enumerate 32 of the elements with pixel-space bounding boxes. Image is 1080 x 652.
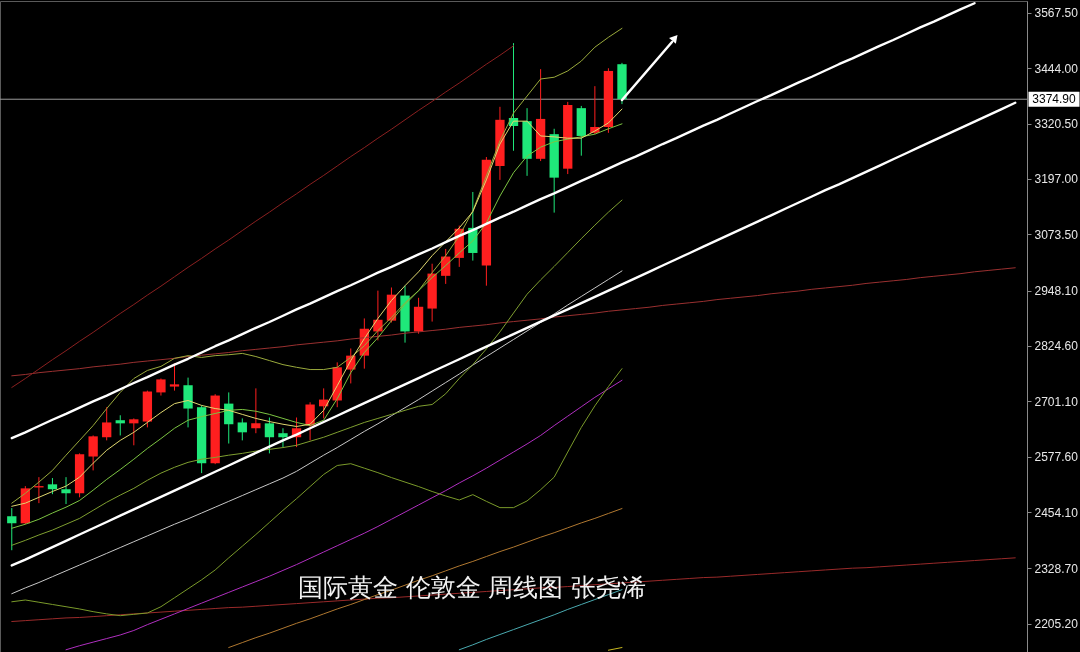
line-series <box>11 27 623 504</box>
line-series <box>10 101 1017 567</box>
candlestick <box>237 417 247 441</box>
ref-line-label: 3374.90 <box>1032 92 1077 107</box>
line-series <box>11 199 623 546</box>
y-tick-label: 2454.10 <box>1034 505 1079 520</box>
y-tick-label: 2824.60 <box>1034 339 1079 354</box>
candlestick <box>129 417 139 446</box>
y-tick-label: 3073.50 <box>1034 227 1079 242</box>
line-series <box>10 2 976 440</box>
y-tick-label: 2205.20 <box>1034 617 1079 632</box>
y-tick-label: 3197.00 <box>1034 172 1079 187</box>
line-series <box>11 45 514 388</box>
y-tick-label: 2948.10 <box>1034 284 1079 299</box>
candlestick <box>102 406 112 441</box>
candlestick <box>115 414 125 436</box>
y-tick-label: 3444.00 <box>1034 61 1079 76</box>
line-series <box>11 557 1016 623</box>
y-tick-label: 2701.10 <box>1034 394 1079 409</box>
y-tick-label: 3320.50 <box>1034 117 1079 132</box>
y-tick-label: 2328.70 <box>1034 561 1079 576</box>
annotation: 国际黄金 伦敦金 周线图 张尧浠 <box>297 573 647 602</box>
candlestick <box>61 476 71 505</box>
candlestick <box>264 417 275 454</box>
candlestick <box>88 434 98 471</box>
y-tick-label: 3567.50 <box>1034 6 1079 21</box>
candlestick <box>251 387 261 434</box>
candlestick <box>183 377 193 428</box>
line-series <box>11 267 1016 377</box>
candlestick <box>7 507 17 551</box>
candlestick <box>278 427 288 448</box>
y-tick-label: 2577.60 <box>1034 450 1079 465</box>
